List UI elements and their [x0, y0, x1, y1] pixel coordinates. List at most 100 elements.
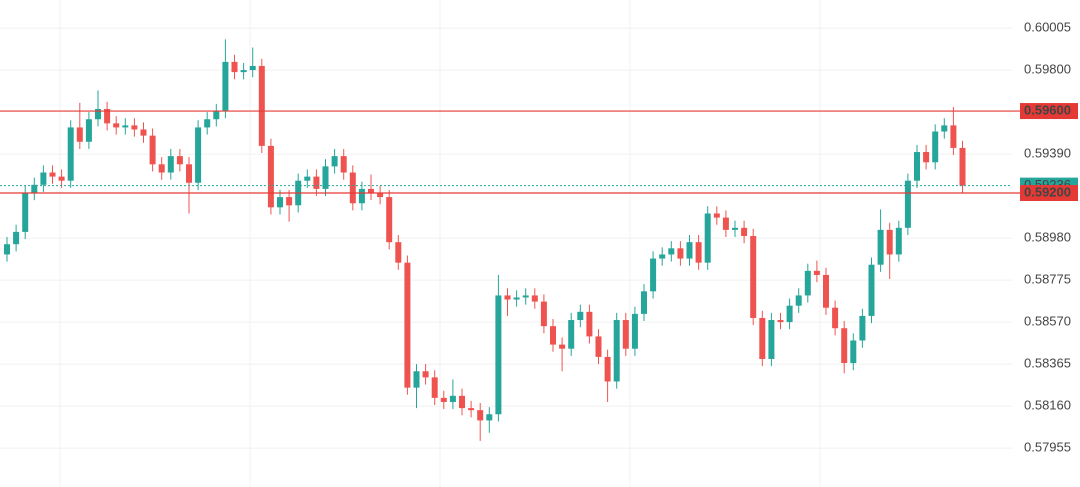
- candle-body: [777, 320, 784, 323]
- y-tick-label: 0.57955: [1024, 440, 1071, 455]
- candle-body: [786, 305, 793, 323]
- candle-body: [113, 123, 120, 128]
- candle-body: [331, 156, 338, 167]
- candle-body: [695, 242, 702, 263]
- candle-body: [813, 270, 820, 275]
- candle-body: [240, 70, 247, 73]
- candle-body: [841, 328, 848, 364]
- candle-body: [267, 145, 274, 208]
- candle-body: [522, 295, 529, 298]
- candle-body: [195, 127, 202, 183]
- candle-body: [449, 395, 456, 402]
- candle-body: [823, 274, 829, 308]
- candle-body: [877, 229, 884, 265]
- candle-body: [650, 258, 657, 292]
- candle-body: [440, 397, 447, 402]
- candle-body: [595, 336, 602, 357]
- y-tick-label: 0.58160: [1024, 398, 1071, 413]
- y-tick-label: 0.59800: [1024, 62, 1071, 77]
- candle-body: [286, 197, 293, 206]
- candle-body: [386, 197, 393, 243]
- candle-body: [577, 311, 584, 321]
- candle-body: [31, 184, 38, 193]
- candle-body: [859, 315, 866, 341]
- candle-body: [186, 164, 192, 183]
- candle-body: [513, 297, 520, 300]
- candle-body: [413, 371, 420, 388]
- candle-body: [768, 320, 775, 359]
- candle-body: [686, 242, 693, 259]
- candle-body: [531, 295, 538, 302]
- candle-body: [340, 156, 347, 173]
- candle-body: [540, 301, 547, 327]
- candle-body: [395, 242, 402, 263]
- candle-body: [704, 213, 711, 263]
- candle-body: [222, 61, 229, 112]
- candle-body: [313, 176, 320, 189]
- candle-body: [613, 320, 620, 382]
- candle-body: [322, 166, 329, 189]
- candle-body: [13, 231, 20, 245]
- candle-body: [568, 320, 575, 349]
- y-tick-label: 0.58980: [1024, 230, 1071, 245]
- candle-body: [559, 344, 566, 349]
- candle-body: [504, 295, 511, 300]
- candle-body: [932, 131, 939, 163]
- candle-body: [204, 119, 211, 128]
- candle-body: [377, 192, 384, 198]
- candle-body: [85, 119, 92, 142]
- candle-body: [659, 254, 666, 259]
- candle-body: [722, 217, 729, 230]
- candle-body: [131, 125, 138, 130]
- candle-body: [258, 65, 265, 146]
- candle-body: [886, 229, 893, 255]
- candle-body: [750, 236, 757, 318]
- candle-body: [495, 295, 502, 415]
- y-tick-label: 0.58570: [1024, 314, 1071, 329]
- candle-body: [804, 270, 811, 296]
- candle-body: [213, 111, 220, 120]
- candle-body: [158, 164, 165, 173]
- candle-body: [550, 326, 556, 345]
- candle-body: [422, 371, 429, 378]
- candle-body: [713, 213, 720, 218]
- candle-body: [368, 188, 374, 193]
- candle-body: [477, 410, 484, 421]
- candle-body: [140, 129, 147, 136]
- candle-body: [122, 125, 129, 128]
- candle-body: [586, 311, 593, 337]
- candle-body: [431, 377, 438, 398]
- candle-body: [850, 340, 857, 364]
- candle-body: [959, 147, 966, 186]
- candle-body: [304, 176, 311, 181]
- candle-body: [404, 262, 411, 388]
- level-label: 0.59600: [1024, 102, 1071, 117]
- candle-body: [923, 152, 930, 163]
- candle-body: [67, 127, 74, 181]
- y-tick-label: 0.58365: [1024, 356, 1071, 371]
- candle-body: [49, 172, 56, 177]
- candle-body: [149, 135, 156, 165]
- y-tick-label: 0.60005: [1024, 20, 1071, 35]
- candle-body: [231, 61, 238, 73]
- candle-body: [4, 244, 10, 255]
- candle-body: [668, 248, 675, 255]
- candle-body: [58, 176, 65, 181]
- candle-body: [868, 264, 875, 316]
- candle-body: [941, 125, 948, 132]
- candle-body: [95, 108, 101, 120]
- candle-body: [950, 125, 957, 148]
- candle-body: [459, 395, 465, 409]
- candle-body: [349, 172, 356, 204]
- candle-body: [76, 127, 83, 142]
- candle-body: [732, 227, 738, 230]
- candle-body: [895, 227, 902, 255]
- level-tag: [1020, 184, 1078, 201]
- candle-body: [40, 172, 47, 185]
- candle-body: [904, 180, 911, 228]
- candle-body: [277, 197, 283, 208]
- candle-body: [22, 192, 29, 232]
- candle-body: [832, 307, 839, 329]
